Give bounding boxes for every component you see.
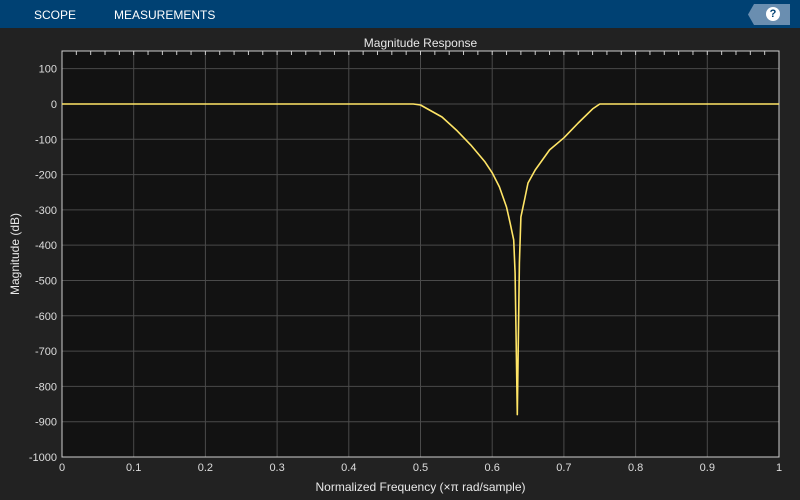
help-button[interactable]: ? — [748, 4, 790, 25]
x-tick-label: 0.1 — [126, 462, 141, 474]
y-tick-label: -500 — [35, 275, 57, 287]
x-tick-label: 0.2 — [198, 462, 213, 474]
series-line — [62, 103, 779, 416]
y-tick-label: -600 — [35, 311, 57, 323]
y-tick-label: -800 — [35, 381, 57, 393]
toolbar: SCOPE MEASUREMENTS ? — [0, 0, 800, 28]
x-tick-label: 0.4 — [341, 462, 356, 474]
plot-border — [61, 50, 780, 458]
x-axis-label: Normalized Frequency (×π rad/sample) — [315, 480, 525, 494]
tab-scope[interactable]: SCOPE — [34, 8, 77, 22]
y-tick-label: -400 — [35, 240, 57, 252]
x-tick-label: 0.7 — [556, 462, 571, 474]
y-tick-label: -1000 — [29, 452, 57, 464]
y-axis-label: Magnitude (dB) — [8, 213, 22, 295]
y-tick-label: -100 — [35, 134, 57, 146]
x-tick-label: 0.5 — [413, 462, 428, 474]
x-tick-label: 0.8 — [628, 462, 643, 474]
chart-title: Magnitude Response — [364, 36, 478, 50]
y-tick-label: -700 — [35, 346, 57, 358]
x-tick-label: 0.9 — [700, 462, 715, 474]
y-tick-label: 0 — [51, 99, 57, 111]
y-tick-label: -900 — [35, 417, 57, 429]
tab-measurements[interactable]: MEASUREMENTS — [114, 8, 216, 22]
magnitude-response-chart: 0 0.1 0.2 0.3 0.4 0.5 0.6 0.7 0.8 0.9 1 100 0 -100 -20… — [8, 36, 782, 494]
x-tick-label: 1 — [776, 462, 782, 474]
x-tick-label: 0.3 — [269, 462, 284, 474]
y-tick-label: -300 — [35, 205, 57, 217]
x-tick-label: 0.6 — [485, 462, 500, 474]
question-circle-icon: ? — [766, 7, 780, 21]
y-tick-label: -200 — [35, 170, 57, 182]
x-tick-label: 0 — [59, 462, 65, 474]
y-tick-label: 100 — [39, 64, 57, 76]
